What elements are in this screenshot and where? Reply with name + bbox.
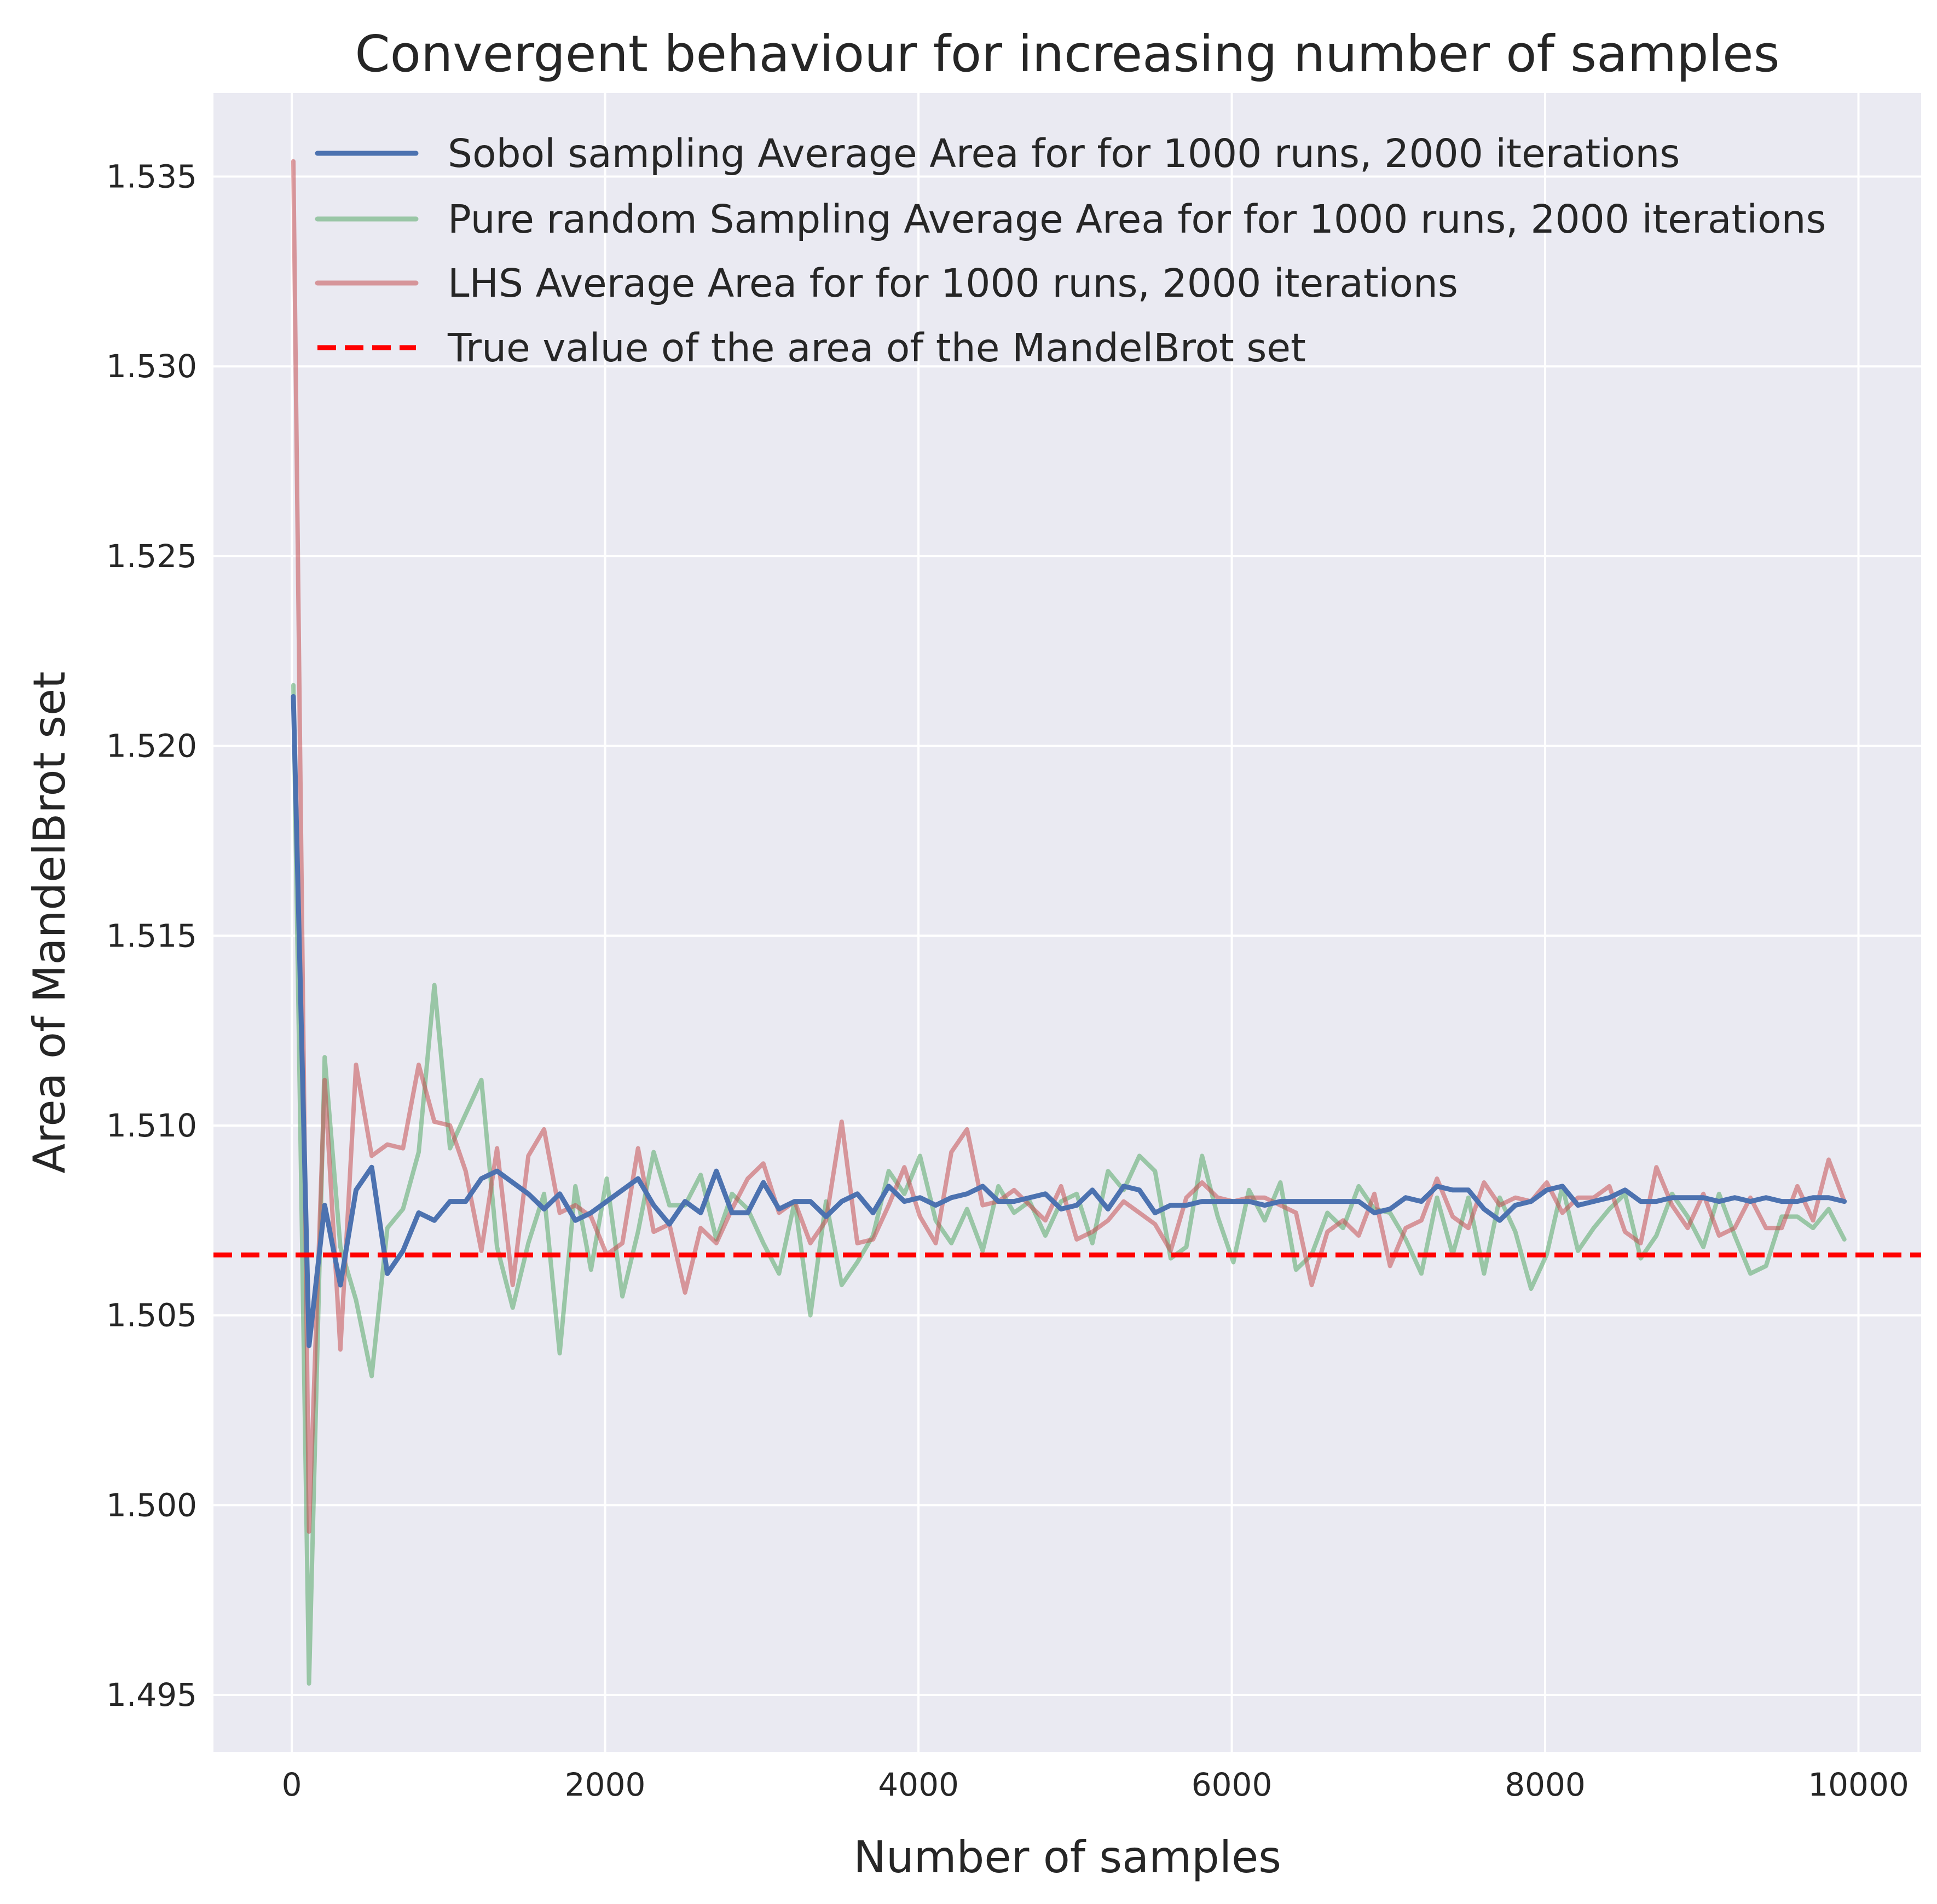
series-line-random — [291, 683, 1847, 1686]
x-tick-label: 2000 — [565, 1766, 646, 1803]
x-tick-labels: 0 2000 4000 6000 8000 10000 — [282, 1766, 1909, 1803]
x-tick-label: 8000 — [1505, 1766, 1586, 1803]
x-tick-label: 6000 — [1192, 1766, 1273, 1803]
x-tick-label: 4000 — [878, 1766, 959, 1803]
grid-lines — [213, 93, 1921, 1752]
legend-label-lhs: LHS Average Area for for 1000 runs, 2000… — [448, 261, 1458, 306]
y-tick-labels: 1.495 1.500 1.505 1.510 1.515 1.520 1.525 1.530… — [106, 158, 197, 1713]
y-tick-label: 1.510 — [106, 1107, 197, 1144]
legend-label-true-value: True value of the area of the MandelBrot… — [447, 325, 1306, 371]
series-lines — [291, 159, 1847, 1686]
legend-label-random: Pure random Sampling Average Area for fo… — [448, 197, 1826, 242]
legend-label-sobol: Sobol sampling Average Area for for 1000… — [448, 131, 1680, 176]
y-tick-label: 1.530 — [106, 348, 197, 385]
x-axis-label: Number of samples — [853, 1832, 1281, 1883]
x-tick-label: 10000 — [1808, 1766, 1909, 1803]
legend: Sobol sampling Average Area for for 1000… — [315, 131, 1826, 371]
y-tick-label: 1.535 — [106, 158, 197, 195]
y-tick-label: 1.500 — [106, 1486, 197, 1524]
series-line-sobol — [291, 694, 1847, 1348]
y-tick-label: 1.525 — [106, 538, 197, 575]
y-tick-label: 1.505 — [106, 1297, 197, 1334]
y-axis-label: Area of MandelBrot set — [24, 671, 75, 1173]
y-tick-label: 1.520 — [106, 728, 197, 765]
x-tick-label: 0 — [282, 1766, 302, 1803]
y-tick-label: 1.495 — [106, 1676, 197, 1713]
chart-title: Convergent behaviour for increasing numb… — [355, 25, 1779, 83]
series-line-lhs — [291, 159, 1847, 1534]
y-tick-label: 1.515 — [106, 917, 197, 954]
plot-area — [213, 93, 1921, 1752]
